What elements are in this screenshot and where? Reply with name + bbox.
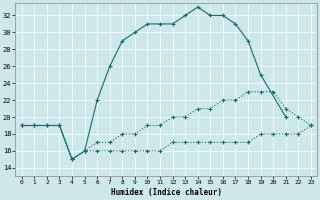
X-axis label: Humidex (Indice chaleur): Humidex (Indice chaleur) (111, 188, 222, 197)
